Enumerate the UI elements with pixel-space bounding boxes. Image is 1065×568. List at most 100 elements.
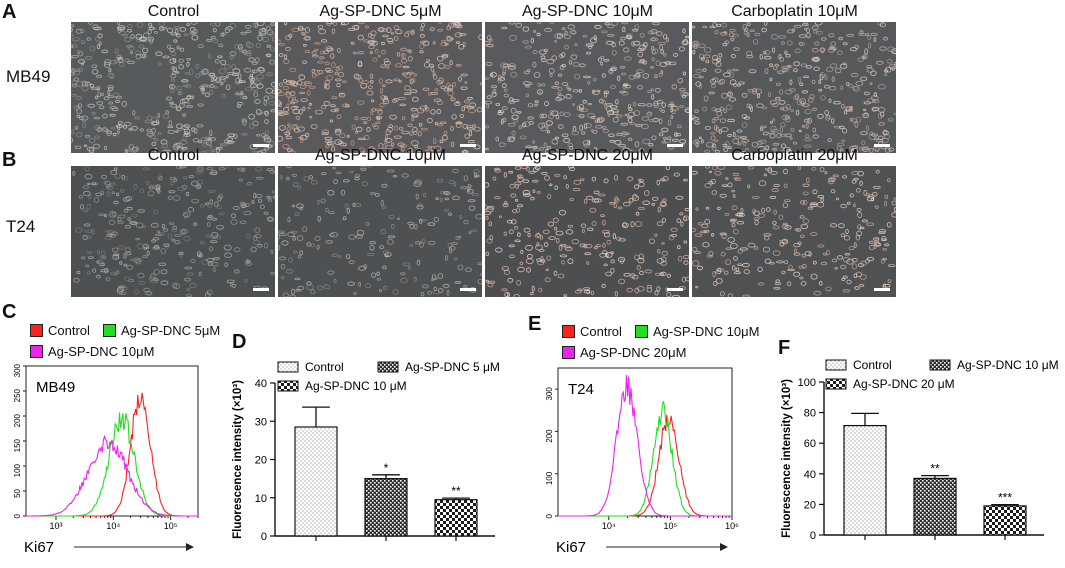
y-tick-label: 100 <box>798 377 816 389</box>
bar-3 <box>983 505 1027 536</box>
micrograph-texture <box>692 166 896 297</box>
legend-label: Ag-SP-DNC 5 μM <box>405 360 500 374</box>
y-tick-label: 40 <box>804 469 816 481</box>
y-axis-label: Fluorescence intensity (×10³) <box>781 379 793 538</box>
y-tick-label: 150 <box>13 438 22 452</box>
micrograph-a-1 <box>71 22 275 153</box>
x-tick-label: 10⁴ <box>106 521 120 531</box>
significance-mark: *** <box>998 491 1012 505</box>
scale-bar <box>667 288 683 291</box>
x-arrow-head <box>720 543 728 551</box>
histogram-series-2 <box>558 401 732 517</box>
y-tick-label: 100 <box>545 471 554 485</box>
legend-label: Ag-SP-DNC 10μM <box>48 344 155 359</box>
cell-line-label: T24 <box>568 381 594 398</box>
y-tick-label: 20 <box>804 499 816 511</box>
legend-swatch <box>277 361 299 373</box>
panel-letter-b: B <box>2 149 17 171</box>
legend-label: Control <box>580 324 622 339</box>
panel-letter-d: D <box>232 331 247 353</box>
legend-e-10um: Ag-SP-DNC 10μM <box>635 325 759 338</box>
micrograph-texture <box>692 22 896 153</box>
y-tick-label: 40 <box>255 378 267 390</box>
legend-e-control: Control <box>562 325 622 338</box>
legend-label: Ag-SP-DNC 10 μM <box>305 379 407 393</box>
legend-swatch <box>377 361 399 373</box>
col-title-a-2: Ag-SP-DNC 5μM <box>319 3 442 20</box>
legend-swatch-magenta <box>30 345 43 358</box>
bar-3 <box>434 499 478 537</box>
legend-label: Ag-SP-DNC 10 μM <box>957 358 1059 372</box>
y-tick-label: 250 <box>13 388 22 402</box>
y-tick-label: 10 <box>255 493 267 505</box>
scale-bar <box>460 144 476 147</box>
col-title-b-1: Control <box>147 147 200 164</box>
row-label-mb49: MB49 <box>6 67 51 86</box>
y-tick-label: 200 <box>13 413 22 427</box>
legend-label: Ag-SP-DNC 10μM <box>653 324 760 339</box>
plot-frame <box>557 367 733 517</box>
legend-e-20um: Ag-SP-DNC 20μM <box>562 346 686 359</box>
histogram-series-3 <box>26 434 198 517</box>
y-tick-label: 0 <box>13 513 22 518</box>
legend-swatch <box>825 378 847 390</box>
bar-2 <box>913 477 957 536</box>
y-tick-label: 200 <box>545 429 554 443</box>
micrograph-texture <box>71 166 275 297</box>
legend-label: Ag-SP-DNC 20μM <box>580 345 687 360</box>
legend-label: Ag-SP-DNC 5μM <box>121 323 221 338</box>
x-tick-label: 10⁴ <box>602 521 616 531</box>
micrograph-b-2 <box>278 166 482 297</box>
y-tick-label: 100 <box>13 463 22 477</box>
y-tick-label: 0 <box>261 531 267 543</box>
x-arrow-head <box>186 543 194 551</box>
legend-swatch <box>929 359 951 371</box>
legend-label: Control <box>853 358 892 372</box>
legend-swatch <box>277 380 299 392</box>
y-axis-label: Fluorescence intensity (×10³) <box>232 380 244 539</box>
micrograph-b-4 <box>692 166 896 297</box>
x-axis-label: Ki67 <box>24 539 54 556</box>
legend-swatch-red <box>562 325 575 338</box>
row-label-t24: T24 <box>6 217 36 236</box>
micrograph-b-1 <box>71 166 275 297</box>
panel-letter-a: A <box>2 1 17 23</box>
histogram-e: 0 100 200 300 10⁴ 10⁵ 10⁶ T24 Ki67 <box>545 367 739 556</box>
micrograph-texture <box>278 22 482 153</box>
scale-bar <box>667 144 683 147</box>
histogram-series-1 <box>26 392 198 517</box>
col-title-b-3: Ag-SP-DNC 20μM <box>521 147 654 164</box>
legend-swatch-green <box>635 325 648 338</box>
panel-letter-f: F <box>778 337 791 359</box>
x-tick-label: 10³ <box>49 521 62 531</box>
y-tick-label: 20 <box>255 455 267 467</box>
x-tick-label: 10⁶ <box>725 521 739 531</box>
histogram-series-3 <box>558 375 732 517</box>
cell-line-label: MB49 <box>36 379 75 396</box>
micrograph-a-4 <box>692 22 896 153</box>
significance-mark: * <box>384 461 389 475</box>
significance-mark: ** <box>451 484 461 498</box>
bar-2 <box>364 478 408 537</box>
histogram-c: 0 50 100 150 200 250 300 10³ 10⁴ 10⁵ MB49 Ki67 <box>13 363 199 556</box>
legend-label: Control <box>48 323 90 338</box>
micrograph-texture <box>485 166 689 297</box>
y-tick-label: 300 <box>13 363 22 377</box>
micrograph-a-2 <box>278 22 482 153</box>
legend-label: Control <box>305 360 344 374</box>
micrograph-texture <box>278 166 482 297</box>
significance-mark: ** <box>930 462 940 476</box>
scale-bar <box>253 288 269 291</box>
panel-letter-e: E <box>528 313 542 335</box>
legend-c-control: Control <box>30 324 90 337</box>
histogram-series-2 <box>26 412 198 517</box>
col-title-b-2: Ag-SP-DNC 10μM <box>314 147 447 164</box>
col-title-a-4: Carboplatin 10μM <box>731 3 858 20</box>
y-tick-label: 0 <box>545 513 554 518</box>
y-tick-label: 80 <box>804 408 816 420</box>
col-title-a-3: Ag-SP-DNC 10μM <box>521 3 654 20</box>
legend-swatch-magenta <box>562 346 575 359</box>
x-tick-label: 10⁵ <box>164 521 178 531</box>
scale-bar <box>874 288 890 291</box>
